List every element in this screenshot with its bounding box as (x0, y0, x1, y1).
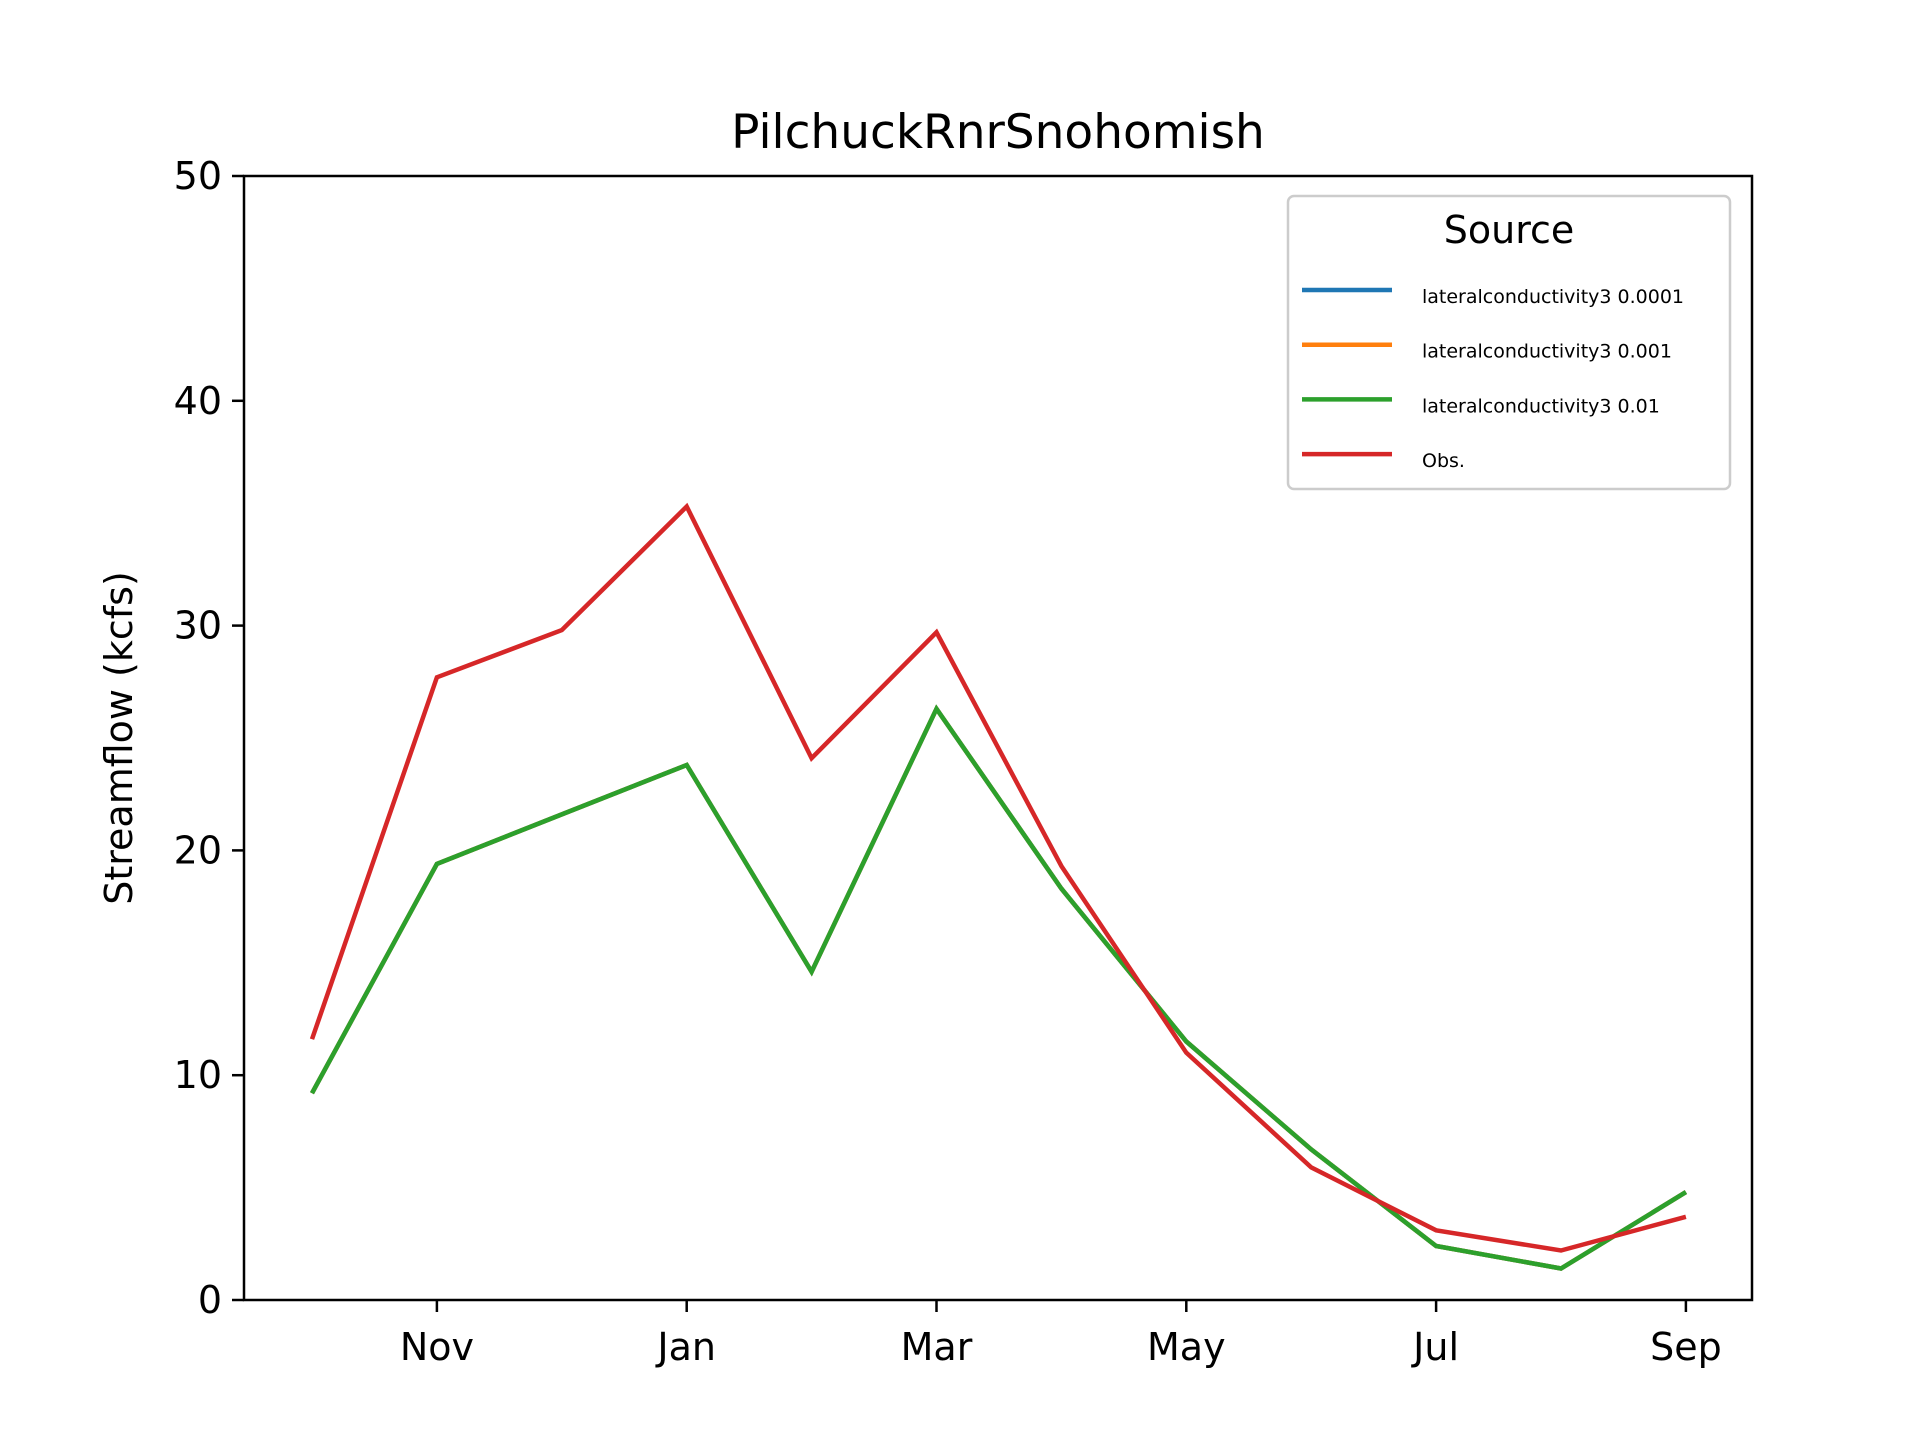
legend-frame (1286, 194, 1732, 491)
legend-entry-label: lateralconductivity3 0.0001 (1422, 286, 1684, 308)
plot-frame (242, 174, 1754, 1302)
y-tick-label: 20 (174, 828, 222, 872)
legend-entry-label: lateralconductivity3 0.01 (1422, 395, 1660, 417)
chart-title: PilchuckRnrSnohomish (731, 105, 1265, 160)
legend: Source lateralconductivity3 0.0001latera… (1286, 194, 1732, 491)
y-tick-label: 50 (174, 154, 222, 198)
y-tick-label: 30 (174, 604, 222, 648)
x-tick-label: Jul (1411, 1325, 1459, 1369)
y-tick-label: 40 (174, 379, 222, 423)
legend-entry-label: Obs. (1422, 450, 1465, 472)
x-tick-label: Sep (1650, 1325, 1722, 1369)
y-tick-label: 0 (198, 1278, 222, 1322)
series-line-2 (310, 704, 1688, 1271)
y-axis-label: Streamflow (kcfs) (97, 571, 141, 905)
y-axis: 0 10 20 30 40 50 (174, 154, 244, 1322)
x-tick-label: Mar (901, 1325, 973, 1369)
x-tick-label: Nov (400, 1325, 474, 1369)
x-tick-label: Jan (655, 1325, 716, 1369)
series-layer (309, 502, 1688, 1271)
series-line-3 (309, 502, 1687, 1253)
legend-entry-label: lateralconductivity3 0.001 (1422, 341, 1672, 363)
x-tick-label: May (1147, 1325, 1226, 1369)
legend-entries: lateralconductivity3 0.0001 lateralconduc… (1302, 286, 1684, 472)
x-axis: Nov Jan Mar May Jul Sep (400, 1300, 1722, 1369)
legend-title: Source (1444, 208, 1575, 252)
y-tick-label: 10 (174, 1053, 222, 1097)
